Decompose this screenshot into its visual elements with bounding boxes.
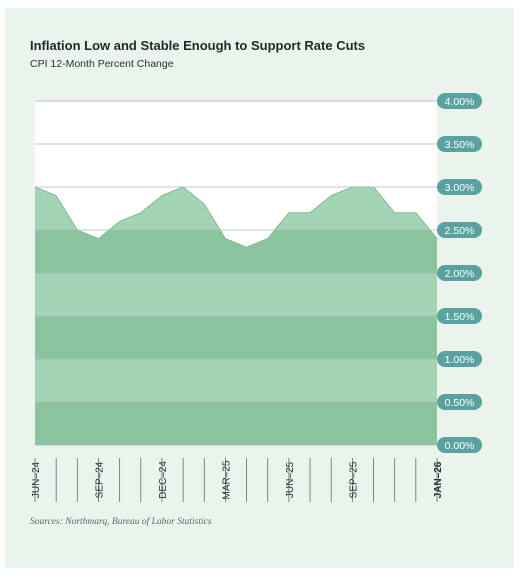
y-tick-badge — [437, 394, 482, 410]
y-tick-badge — [437, 93, 482, 109]
y-tick-label: 2.00% — [445, 268, 475, 280]
y-tick-badge — [437, 179, 482, 195]
y-tick-badge — [437, 308, 482, 324]
y-tick-label: 2.50% — [445, 225, 475, 237]
y-tick-label: 0.00% — [445, 440, 475, 452]
x-tick-label: DEC–24 — [158, 461, 169, 499]
y-tick-badge — [437, 437, 482, 453]
area-band — [35, 402, 437, 445]
y-tick-label: 0.50% — [445, 397, 475, 409]
x-tick-label: JAN–26 — [433, 461, 444, 498]
x-tick-label: SEP–24 — [94, 461, 105, 498]
y-tick-label: 1.50% — [445, 311, 475, 323]
y-tick-label: 4.00% — [445, 96, 475, 108]
y-tick-label: 3.00% — [445, 182, 475, 194]
source-note: Sources: Northmarq, Bureau of Labor Stat… — [30, 517, 212, 527]
y-tick-label: 1.00% — [445, 354, 475, 366]
chart-title: Inflation Low and Stable Enough to Suppo… — [30, 38, 366, 53]
x-tick-label: MAR–25 — [221, 460, 232, 499]
area-band — [35, 316, 437, 359]
chart-subtitle: CPI 12-Month Percent Change — [30, 58, 174, 70]
y-tick-badge — [437, 265, 482, 281]
y-tick-label: 3.50% — [445, 139, 475, 151]
x-tick-label: JUN–24 — [31, 462, 42, 499]
area-band — [35, 359, 437, 402]
x-tick-label: SEP–25 — [348, 461, 359, 498]
y-tick-badge — [437, 222, 482, 238]
y-tick-badge — [437, 351, 482, 367]
area-band — [35, 273, 437, 316]
y-tick-badge — [437, 136, 482, 152]
x-tick-label: JUN–25 — [285, 462, 296, 499]
